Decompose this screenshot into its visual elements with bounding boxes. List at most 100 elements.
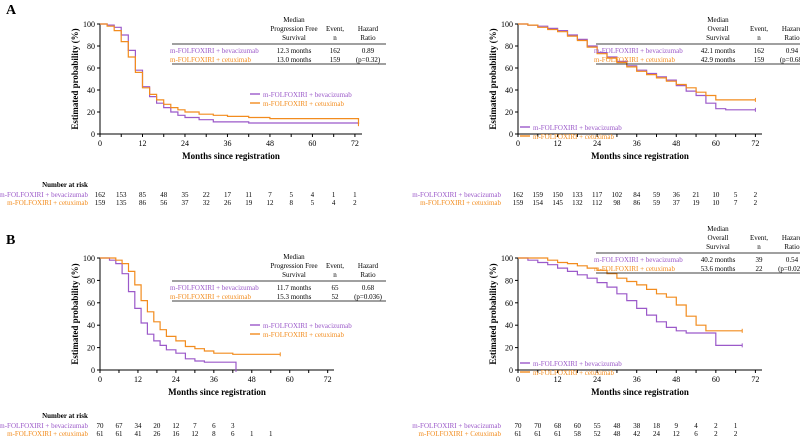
legend-label: m-FOLFOXIRI + bevacizumab: [533, 360, 622, 368]
table-cell: 52: [332, 293, 340, 301]
risk-value: 1: [353, 191, 357, 199]
risk-value: 150: [552, 191, 563, 199]
table-header-line: Survival: [282, 271, 306, 279]
risk-value: 20: [153, 422, 161, 430]
km-curve-bevacizumab: [100, 23, 360, 125]
legend-label: m-FOLFOXIRI + bevacizumab: [533, 124, 622, 132]
risk-value: 4: [694, 422, 698, 430]
table-cell: (p=0.68): [780, 56, 800, 64]
risk-value: 26: [224, 199, 232, 207]
risk-value: 60: [574, 422, 582, 430]
table-header-line: n: [333, 271, 337, 279]
y-tick-label: 40: [505, 86, 513, 95]
risk-value: 5: [311, 199, 315, 207]
table-header-line: Survival: [706, 243, 730, 251]
x-tick-label: 0: [98, 375, 102, 384]
table-cell: (p=0.020): [778, 265, 800, 273]
risk-value: 12: [266, 199, 274, 207]
x-tick-label: 24: [181, 139, 189, 148]
table-cell: 42.9 months: [701, 56, 736, 64]
risk-value: 10: [712, 199, 720, 207]
y-tick-label: 60: [505, 64, 513, 73]
risk-value: 102: [612, 191, 623, 199]
table-cell: (p=0.036): [354, 293, 383, 301]
y-tick-label: 60: [505, 299, 513, 308]
risk-row-label: m-FOLFOXIRI + bevacizumab: [0, 191, 88, 199]
km-curve-cetuximab: [518, 23, 756, 101]
risk-value: 59: [653, 199, 661, 207]
risk-value: 2: [353, 199, 357, 207]
table-header-line: Event,: [326, 25, 344, 33]
x-axis-title: Months since registration: [168, 387, 266, 397]
table-header-line: Median: [707, 16, 729, 24]
risk-value: 58: [574, 430, 582, 438]
risk-value: 12: [172, 422, 180, 430]
table-cell: 0.54: [786, 256, 799, 264]
x-tick-label: 12: [138, 139, 146, 148]
risk-value: 85: [139, 191, 147, 199]
risk-value: 48: [613, 430, 621, 438]
x-tick-label: 48: [248, 375, 256, 384]
risk-value: 162: [513, 191, 524, 199]
x-axis-title: Months since registration: [591, 151, 689, 161]
risk-value: 2: [714, 430, 718, 438]
y-tick-label: 80: [87, 276, 95, 285]
risk-table: m-FOLFOXIRI + bevacizumab 162 159 150 133 117…: [412, 191, 757, 207]
risk-value: 26: [153, 430, 161, 438]
risk-row-label: m-FOLFOXIRI + cetuximab: [420, 199, 501, 207]
x-tick-label: 72: [751, 375, 759, 384]
x-tick-label: 60: [712, 375, 720, 384]
risk-value: 34: [134, 422, 142, 430]
risk-value: 7: [734, 199, 738, 207]
legend-label: m-FOLFOXIRI + cetuximab: [263, 331, 344, 339]
risk-row-label: m-FOLFOXIRI + cetuximab: [7, 199, 88, 207]
risk-value: 55: [594, 422, 602, 430]
table-header-line: Median: [707, 225, 729, 233]
risk-value: 18: [653, 422, 661, 430]
table-cell: 162: [330, 47, 341, 55]
risk-value: 2: [714, 422, 718, 430]
x-tick-label: 36: [633, 375, 641, 384]
y-axis-title: Estimated probability (%): [70, 263, 80, 364]
table-header-line: Event,: [326, 262, 344, 270]
risk-value: 98: [613, 199, 621, 207]
risk-row-label: m-FOLFOXIRI + bevacizumab: [412, 191, 501, 199]
risk-value: 10: [712, 191, 720, 199]
table-row-label: m-FOLFOXIRI + cetuximab: [170, 56, 251, 64]
risk-value: 17: [224, 191, 232, 199]
y-tick-label: 100: [501, 254, 513, 263]
risk-table: Number at risk m-FOLFOXIRI + bevacizumab 1…: [0, 181, 357, 207]
x-tick-label: 48: [672, 139, 680, 148]
table-row-label: m-FOLFOXIRI + bevacizumab: [170, 284, 259, 292]
risk-row-label: m-FOLFOXIRI + Cetuximab: [419, 430, 502, 438]
km-curve-cetuximab: [100, 23, 360, 125]
table-header-line: Hazard: [358, 25, 379, 33]
x-tick-label: 12: [134, 375, 142, 384]
table-cell: 0.89: [362, 47, 375, 55]
table-cell: 162: [754, 47, 765, 55]
risk-value: 154: [533, 199, 544, 207]
table-cell: 0.94: [786, 47, 799, 55]
legend-label: m-FOLFOXIRI + cetuximab: [263, 100, 344, 108]
table-cell: 40.2 months: [701, 256, 736, 264]
x-tick-label: 72: [324, 375, 332, 384]
risk-value: 159: [95, 199, 106, 207]
y-tick-label: 20: [87, 108, 95, 117]
risk-value: 6: [231, 430, 235, 438]
y-tick-label: 100: [83, 254, 95, 263]
risk-value: 7: [193, 422, 197, 430]
risk-value: 70: [97, 422, 105, 430]
y-axis-title: Estimated probability (%): [488, 263, 498, 364]
table-cell: 12.3 months: [277, 47, 312, 55]
y-tick-label: 80: [505, 42, 513, 51]
table-row-label: m-FOLFOXIRI + bevacizumab: [594, 256, 683, 264]
risk-value: 1: [332, 191, 336, 199]
risk-value: 61: [97, 430, 105, 438]
risk-value: 5: [734, 191, 738, 199]
risk-value: 6: [694, 430, 698, 438]
risk-value: 153: [116, 191, 127, 199]
